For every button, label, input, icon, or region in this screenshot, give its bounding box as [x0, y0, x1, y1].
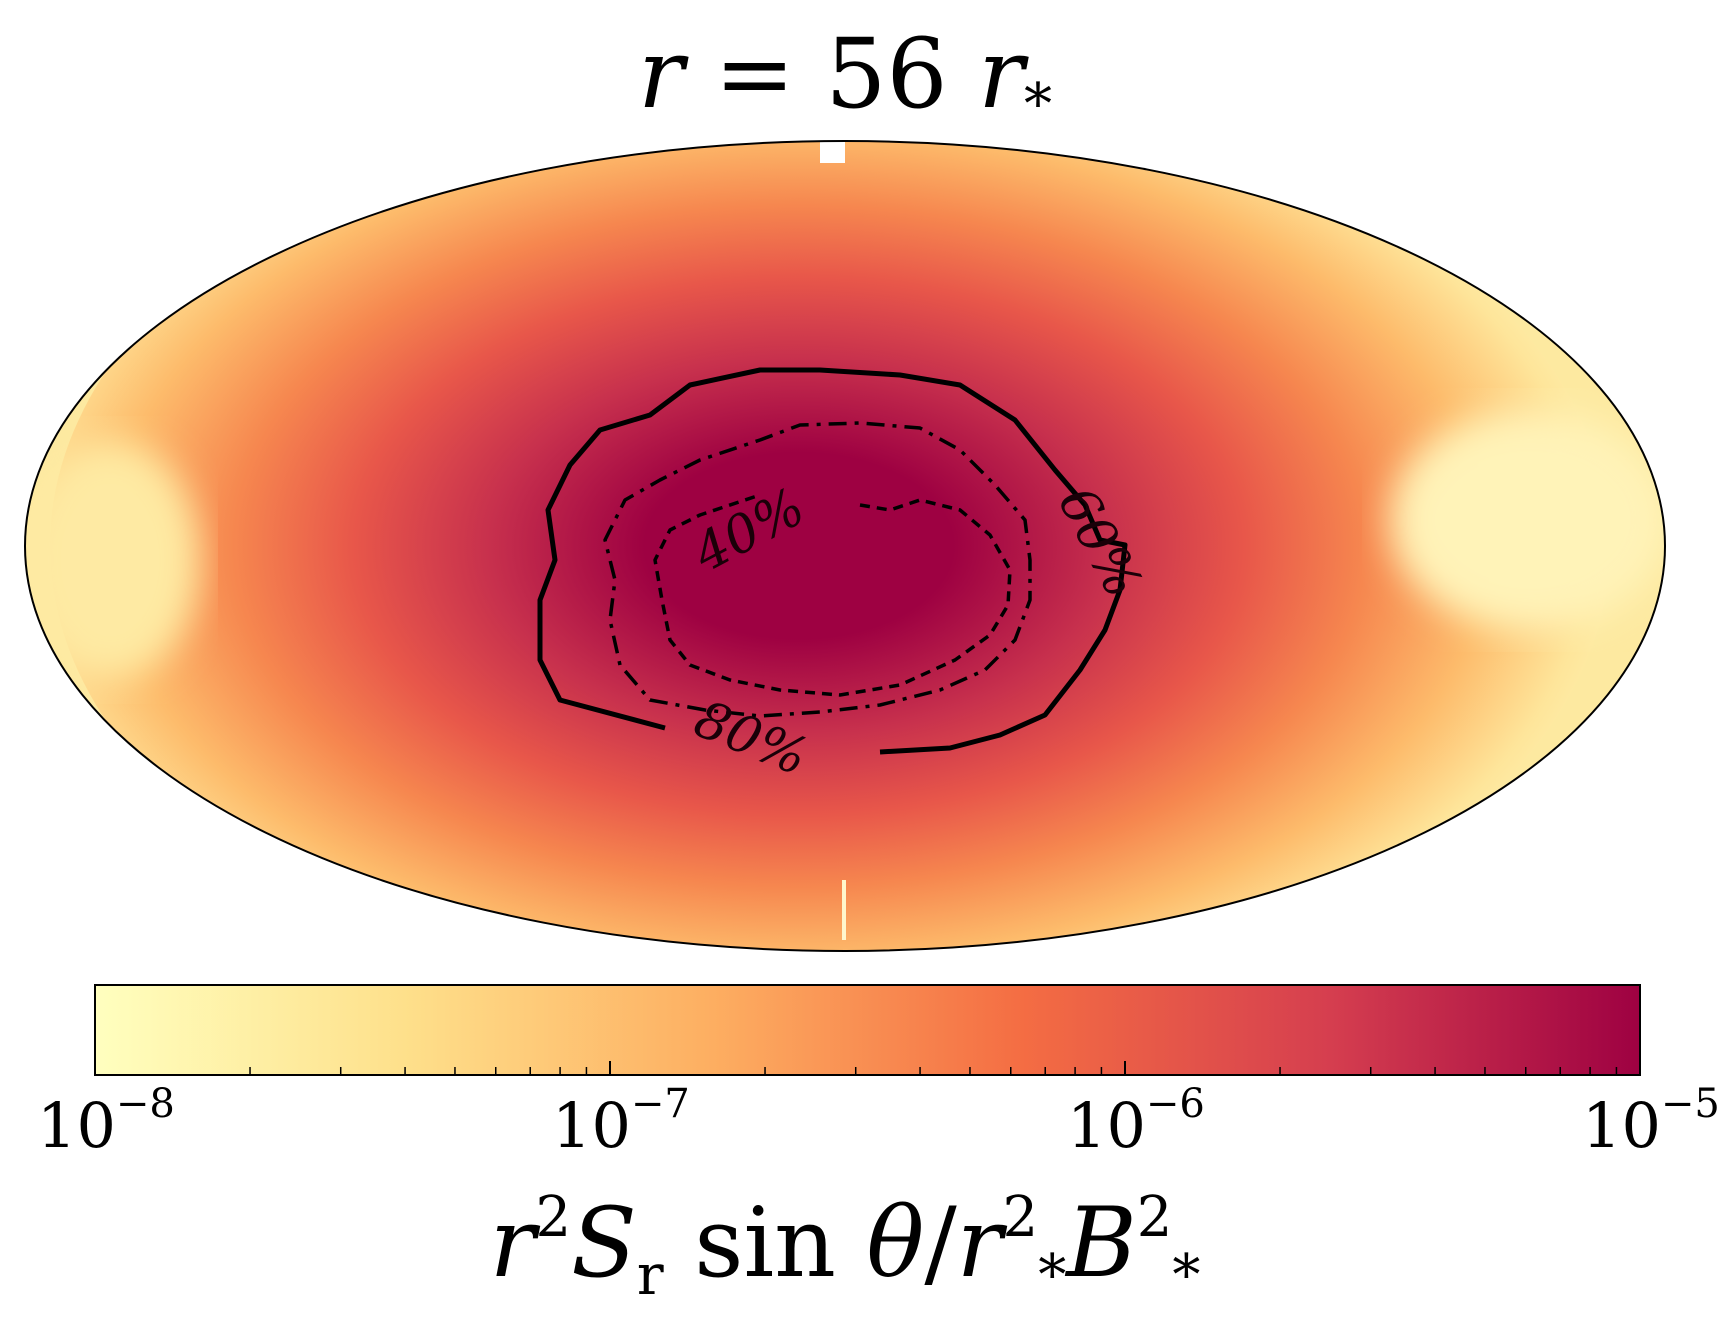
- map-highlight-east: [1390, 410, 1665, 630]
- colorbar-tick-label: 10−5: [1582, 1081, 1720, 1162]
- contour-60: [603, 421, 1032, 718]
- cbar-label-theta: θ: [866, 1187, 925, 1299]
- cbar-label-slash: /: [924, 1187, 957, 1299]
- colorbar-label: r2Sr sin θ/r2*B2*: [0, 1185, 1690, 1308]
- contour-80: [537, 367, 1128, 755]
- cbar-label-rstar: r: [956, 1187, 1003, 1299]
- contour-40: [653, 493, 1012, 697]
- cbar-label-rstar-sup: 2: [1002, 1185, 1039, 1250]
- title-unit-sub: *: [1023, 72, 1052, 137]
- map-highlight-west: [25, 440, 200, 680]
- map-seam: [842, 880, 846, 940]
- colorbar-ticks: 10−8 10−7 10−6 10−5: [37, 1061, 1720, 1162]
- cbar-label-r-sup: 2: [535, 1185, 572, 1250]
- colorbar-tick-label: 10−7: [552, 1081, 690, 1162]
- map-gap-top: [820, 141, 845, 163]
- colorbar: [94, 984, 1641, 1076]
- colorbar-tick-label: 10−6: [1067, 1081, 1205, 1162]
- chart-title: r = 56 r*: [0, 18, 1690, 137]
- cbar-label-B-sup: 2: [1136, 1185, 1173, 1250]
- cbar-label-rstar-sub: *: [1038, 1243, 1067, 1308]
- title-eq: = 56: [683, 18, 979, 130]
- cbar-label-B: B: [1066, 1187, 1137, 1299]
- cbar-label-r: r: [489, 1187, 536, 1299]
- map-gradient: [50, 141, 1610, 951]
- title-var: r: [638, 18, 684, 130]
- cbar-label-sin: sin: [663, 1187, 867, 1299]
- cbar-label-S-sub: r: [636, 1243, 664, 1308]
- cbar-label-S: S: [571, 1187, 637, 1299]
- title-unit: r: [978, 18, 1024, 130]
- cbar-label-B-sub: *: [1172, 1243, 1201, 1308]
- map-field: [25, 141, 1665, 951]
- colorbar-tick-label: 10−8: [37, 1081, 175, 1162]
- map-outline: [24, 140, 1666, 952]
